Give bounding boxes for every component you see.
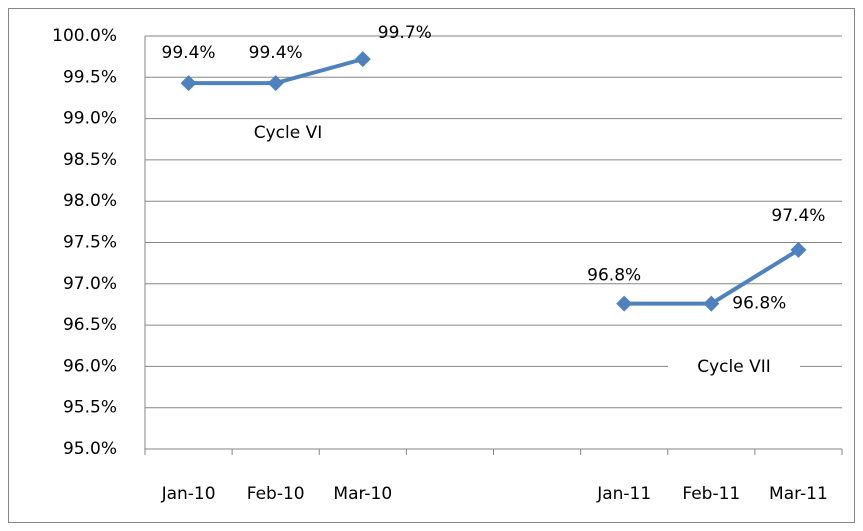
data-point	[616, 295, 633, 312]
data-label: 99.4%	[162, 43, 216, 63]
data-label: 97.4%	[771, 206, 825, 226]
data-point	[703, 295, 720, 312]
data-point	[267, 75, 284, 92]
data-label: 99.7%	[378, 23, 432, 43]
data-point	[354, 51, 371, 68]
y-tick-label: 95.0%	[63, 439, 117, 459]
y-tick-label: 97.5%	[63, 233, 117, 253]
x-tick-label: Jan-10	[161, 484, 216, 504]
y-tick-label: 96.5%	[63, 315, 117, 335]
data-point	[790, 241, 807, 258]
data-label: 99.4%	[249, 43, 303, 63]
y-tick-label: 95.5%	[63, 398, 117, 418]
x-tick-label: Mar-11	[769, 484, 828, 504]
annotation: Cycle VII	[697, 357, 771, 377]
y-tick-label: 98.0%	[63, 191, 117, 211]
y-tick-label: 100.0%	[52, 26, 117, 46]
annotation-bg	[668, 355, 800, 379]
chart-frame	[8, 8, 855, 523]
x-tick-label: Feb-10	[247, 484, 305, 504]
data-label: 96.8%	[732, 294, 786, 314]
y-tick-label: 98.5%	[63, 150, 117, 170]
annotation-bg	[222, 121, 354, 145]
x-tick-label: Jan-11	[596, 484, 651, 504]
y-tick-label: 97.0%	[63, 274, 117, 294]
x-tick-label: Mar-10	[333, 484, 392, 504]
data-label: 96.8%	[587, 266, 641, 286]
annotation: Cycle VI	[254, 123, 323, 143]
y-tick-label: 99.5%	[63, 67, 117, 87]
x-tick-label: Feb-11	[682, 484, 740, 504]
y-tick-label: 99.0%	[63, 109, 117, 129]
y-tick-label: 96.0%	[63, 356, 117, 376]
data-point	[180, 75, 197, 92]
